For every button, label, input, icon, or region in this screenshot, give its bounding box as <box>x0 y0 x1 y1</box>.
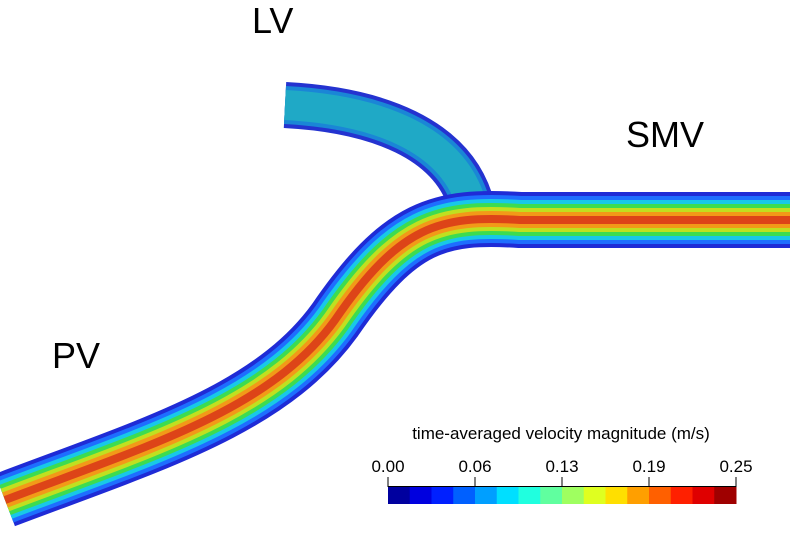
colorbar-band <box>714 487 737 504</box>
colorbar-band <box>583 487 606 504</box>
colorbar-band <box>453 487 476 504</box>
tick-label: 0.25 <box>719 457 752 476</box>
tick-label: 0.19 <box>632 457 665 476</box>
colorbar-title: time-averaged velocity magnitude (m/s) <box>412 424 710 443</box>
colorbar-band <box>388 487 411 504</box>
colorbar-band <box>562 487 585 504</box>
tick-label: 0.13 <box>545 457 578 476</box>
tick-label: 0.06 <box>458 457 491 476</box>
colorbar-band <box>475 487 498 504</box>
colorbar-band <box>409 487 432 504</box>
colorbar-band <box>605 487 628 504</box>
colorbar-band <box>431 487 454 504</box>
colorbar-band <box>692 487 715 504</box>
label-pv: PV <box>52 335 100 376</box>
colorbar-band <box>670 487 693 504</box>
colorbar-band <box>496 487 519 504</box>
tick-label: 0.00 <box>371 457 404 476</box>
colorbar-band <box>627 487 650 504</box>
label-lv: LV <box>252 0 293 41</box>
label-smv: SMV <box>626 114 704 155</box>
colorbar: 0.00 0.06 0.13 0.19 0.25 <box>371 457 753 504</box>
colorbar-band <box>649 487 672 504</box>
vessel-pv-smv <box>0 190 790 527</box>
vessel-lv <box>283 82 492 209</box>
colorbar-band <box>518 487 541 504</box>
colorbar-band <box>540 487 563 504</box>
